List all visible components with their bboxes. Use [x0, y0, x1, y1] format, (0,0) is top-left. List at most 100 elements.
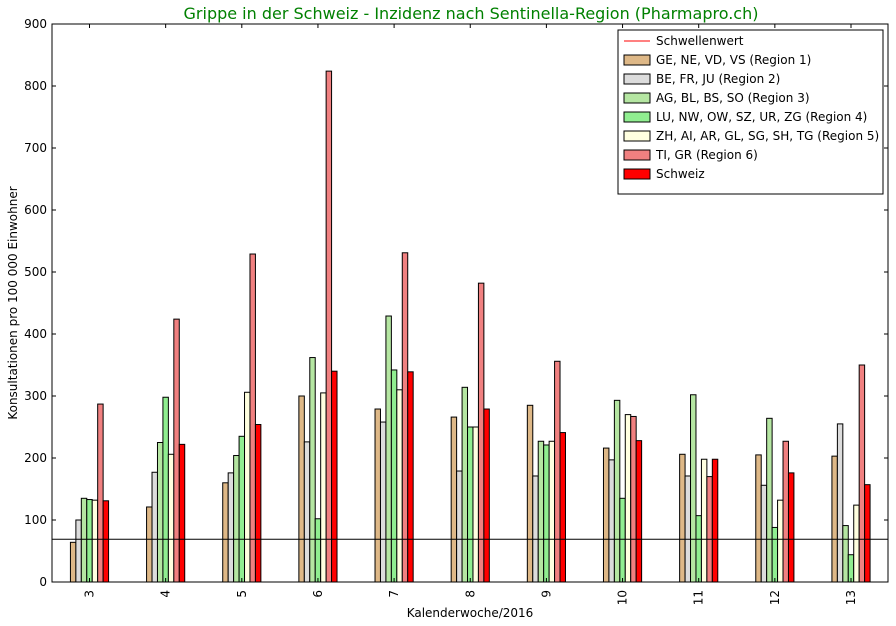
- bar-9-series-1: [526, 404, 534, 583]
- bar-9-series-6: [554, 360, 561, 583]
- legend-label: ZH, AI, AR, GL, SG, SH, TG (Region 5): [656, 129, 879, 143]
- x-tick-label: 13: [844, 590, 858, 605]
- bar-3-series-1: [69, 541, 77, 583]
- y-tick-label: 600: [24, 203, 47, 217]
- bar-7-series-1: [374, 408, 381, 583]
- bar-11-series-3: [690, 394, 697, 583]
- y-tick-label: 500: [24, 265, 47, 279]
- y-tick-label: 200: [24, 451, 47, 465]
- bar-5-series-5: [244, 391, 251, 583]
- bar-11-series-7: [711, 458, 719, 583]
- x-tick-label: 5: [235, 590, 249, 598]
- y-axis-label: Konsultationen pro 100 000 Einwohner: [6, 186, 20, 419]
- bar-8-series-2: [456, 470, 463, 583]
- bar-4-series-2: [151, 471, 158, 583]
- bar-3-series-7: [102, 500, 110, 583]
- bar-4-series-1: [146, 506, 153, 583]
- y-tick-label: 300: [24, 389, 47, 403]
- bar-4-series-4: [162, 396, 169, 583]
- bar-5-series-6: [249, 253, 256, 583]
- bar-8-series-3: [461, 386, 469, 583]
- x-tick-label: 9: [539, 590, 553, 598]
- bar-5-series-4: [238, 435, 246, 583]
- legend-label: Schweiz: [656, 167, 705, 181]
- bar-11-series-6: [706, 476, 713, 583]
- legend-swatch: [623, 130, 651, 142]
- bar-10-series-5: [624, 414, 632, 583]
- legend-label: GE, NE, VD, VS (Region 1): [656, 53, 811, 67]
- bar-9-series-2: [532, 475, 539, 583]
- bar-8-series-6: [477, 282, 485, 583]
- bar-7-series-2: [379, 421, 387, 583]
- bar-3-series-2: [75, 519, 82, 583]
- bar-4-series-6: [173, 318, 180, 583]
- bar-3-series-3: [80, 497, 88, 583]
- bar-8-series-4: [467, 426, 474, 583]
- bar-6-series-7: [331, 370, 338, 583]
- bar-9-series-7: [559, 432, 566, 583]
- bar-6-series-3: [309, 357, 316, 583]
- bar-5-series-7: [254, 424, 262, 583]
- bar-10-series-7: [635, 440, 643, 583]
- y-tick-label: 800: [24, 79, 47, 93]
- bar-10-series-4: [619, 497, 626, 583]
- y-tick-label: 900: [24, 17, 47, 31]
- bar-12-series-4: [771, 526, 779, 583]
- bar-7-series-5: [396, 389, 403, 583]
- chart-title: Grippe in der Schweiz - Inzidenz nach Se…: [184, 4, 759, 23]
- bar-12-series-1: [755, 454, 762, 583]
- x-tick-label: 8: [463, 590, 477, 598]
- bar-9-series-4: [543, 444, 550, 583]
- bar-5-series-1: [222, 482, 229, 583]
- bar-6-series-1: [298, 395, 305, 583]
- bar-13-series-6: [858, 364, 866, 583]
- legend-swatch: [623, 54, 651, 66]
- x-tick-label: 3: [83, 590, 97, 598]
- legend-swatch: [623, 149, 651, 161]
- bar-10-series-6: [630, 415, 637, 583]
- bar-7-series-7: [407, 371, 414, 583]
- bar-3-series-5: [91, 499, 99, 583]
- legend-label: AG, BL, BS, SO (Region 3): [656, 91, 810, 105]
- x-tick-label: 6: [311, 590, 325, 598]
- legend-swatch: [623, 73, 651, 85]
- bar-13-series-7: [864, 484, 871, 583]
- bar-13-series-2: [836, 423, 844, 583]
- bar-6-series-4: [314, 518, 322, 583]
- bar-7-series-3: [385, 315, 392, 583]
- bar-11-series-5: [700, 458, 708, 583]
- bar-4-series-7: [178, 443, 186, 583]
- x-tick-label: 10: [616, 590, 630, 605]
- bar-9-series-3: [537, 440, 545, 583]
- bar-8-series-1: [450, 416, 458, 583]
- bar-12-series-5: [777, 499, 784, 583]
- legend-swatch: [623, 92, 651, 104]
- bar-5-series-3: [233, 455, 240, 583]
- y-tick-label: 400: [24, 327, 47, 341]
- bar-12-series-3: [766, 417, 773, 583]
- bar-12-series-6: [782, 440, 789, 583]
- bar-3-series-6: [97, 403, 104, 583]
- bar-8-series-5: [472, 426, 479, 583]
- x-axis-label: Kalenderwoche/2016: [407, 606, 534, 620]
- plot-frame: [51, 23, 889, 583]
- bar-12-series-7: [787, 472, 795, 583]
- y-tick-label: 0: [39, 575, 47, 589]
- bar-6-series-6: [325, 70, 333, 583]
- bar-3-series-4: [86, 499, 93, 583]
- bar-4-series-5: [167, 453, 175, 583]
- bar-7-series-4: [390, 369, 398, 583]
- legend-label: BE, FR, JU (Region 2): [656, 72, 780, 86]
- bar-11-series-1: [679, 453, 686, 583]
- legend-swatch: [623, 111, 651, 123]
- bar-13-series-3: [842, 525, 849, 583]
- bar-13-series-4: [847, 554, 855, 583]
- bar-7-series-6: [401, 252, 409, 583]
- legend-label: LU, NW, OW, SZ, UR, ZG (Region 4): [656, 110, 867, 124]
- bar-10-series-2: [608, 459, 615, 583]
- bar-5-series-2: [227, 472, 235, 583]
- bar-9-series-5: [548, 440, 556, 583]
- legend-label: Schwellenwert: [656, 34, 744, 48]
- bar-11-series-2: [684, 475, 692, 583]
